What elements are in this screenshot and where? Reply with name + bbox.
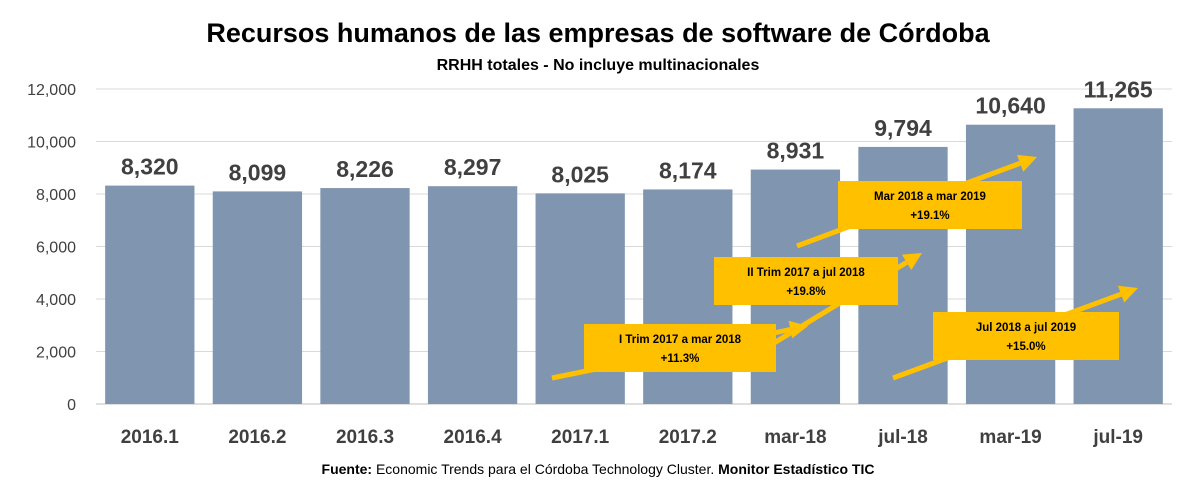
data-labels: 8,320 8,099 8,226 8,297 8,025 8,174 8,931 9,794…	[121, 76, 1153, 187]
x-tick-label: 2017.1	[551, 427, 610, 448]
annotation-label: II Trim 2017 a jul 2018	[747, 267, 865, 279]
x-tick-label: 2016.4	[444, 427, 503, 448]
data-label: 9,794	[874, 115, 932, 141]
data-label: 8,931	[767, 138, 825, 164]
annotation-label: I Trim 2017 a mar 2018	[619, 334, 742, 346]
data-label: 8,320	[121, 154, 179, 180]
annotation-value: +11.3%	[661, 353, 700, 365]
bar	[212, 191, 303, 404]
y-tick-label: 10,000	[27, 135, 76, 152]
data-label: 8,174	[659, 157, 717, 183]
data-label: 8,297	[444, 154, 502, 180]
annotation-arrowhead	[1016, 154, 1037, 172]
annotation-arrowhead	[1118, 285, 1138, 303]
annotation-box	[838, 181, 1022, 229]
data-label: 11,265	[1084, 76, 1153, 102]
x-tick-label: mar-18	[764, 427, 826, 448]
x-tick-label: 2016.2	[228, 427, 286, 448]
y-tick-label: 6,000	[36, 240, 76, 257]
annotation-box	[714, 257, 898, 305]
source-text: Economic Trends para el Córdoba Technolo…	[372, 461, 718, 477]
annotation-label: Jul 2018 a jul 2019	[976, 322, 1076, 334]
annotation-arrowhead	[901, 253, 922, 271]
chart-title: Recursos humanos de las empresas de soft…	[206, 18, 990, 48]
annotation-value: +19.1%	[910, 210, 949, 222]
bar	[105, 185, 195, 404]
annotation-box	[933, 312, 1119, 360]
y-tick-label: 2,000	[36, 345, 76, 362]
data-label: 8,099	[229, 159, 287, 185]
x-tick-label: jul-18	[877, 427, 928, 448]
y-tick-label: 8,000	[36, 187, 76, 204]
y-axis: 0 2,000 4,000 6,000 8,000 10,000 12,000	[27, 82, 76, 414]
x-tick-label: mar-19	[979, 427, 1041, 448]
annotation-value: +19.8%	[786, 286, 825, 298]
annotation-label: Mar 2018 a mar 2019	[874, 191, 986, 203]
y-tick-label: 0	[67, 397, 76, 414]
bar	[427, 186, 518, 404]
x-tick-label: 2017.2	[659, 427, 717, 448]
source-note: Fuente: Economic Trends para el Córdoba …	[322, 461, 875, 477]
source-label: Fuente:	[322, 461, 373, 477]
x-tick-label: jul-19	[1092, 427, 1143, 448]
y-tick-label: 4,000	[36, 292, 76, 309]
data-label: 8,226	[336, 156, 394, 182]
annotation-value: +15.0%	[1006, 341, 1045, 353]
x-axis: 2016.1 2016.2 2016.3 2016.4 2017.1 2017.2 mar-…	[121, 427, 1143, 448]
annotations: I Trim 2017 a mar 2018 +11.3% II Trim 2017…	[551, 154, 1138, 381]
source-emphasis: Monitor Estadístico TIC	[718, 461, 874, 477]
x-tick-label: 2016.1	[121, 427, 180, 448]
data-label: 10,640	[975, 93, 1045, 119]
y-tick-label: 12,000	[27, 82, 76, 99]
x-tick-label: 2016.3	[336, 427, 394, 448]
chart-subtitle: RRHH totales - No incluye multinacionale…	[437, 57, 760, 74]
data-label: 8,025	[551, 161, 609, 187]
bar	[320, 188, 410, 404]
